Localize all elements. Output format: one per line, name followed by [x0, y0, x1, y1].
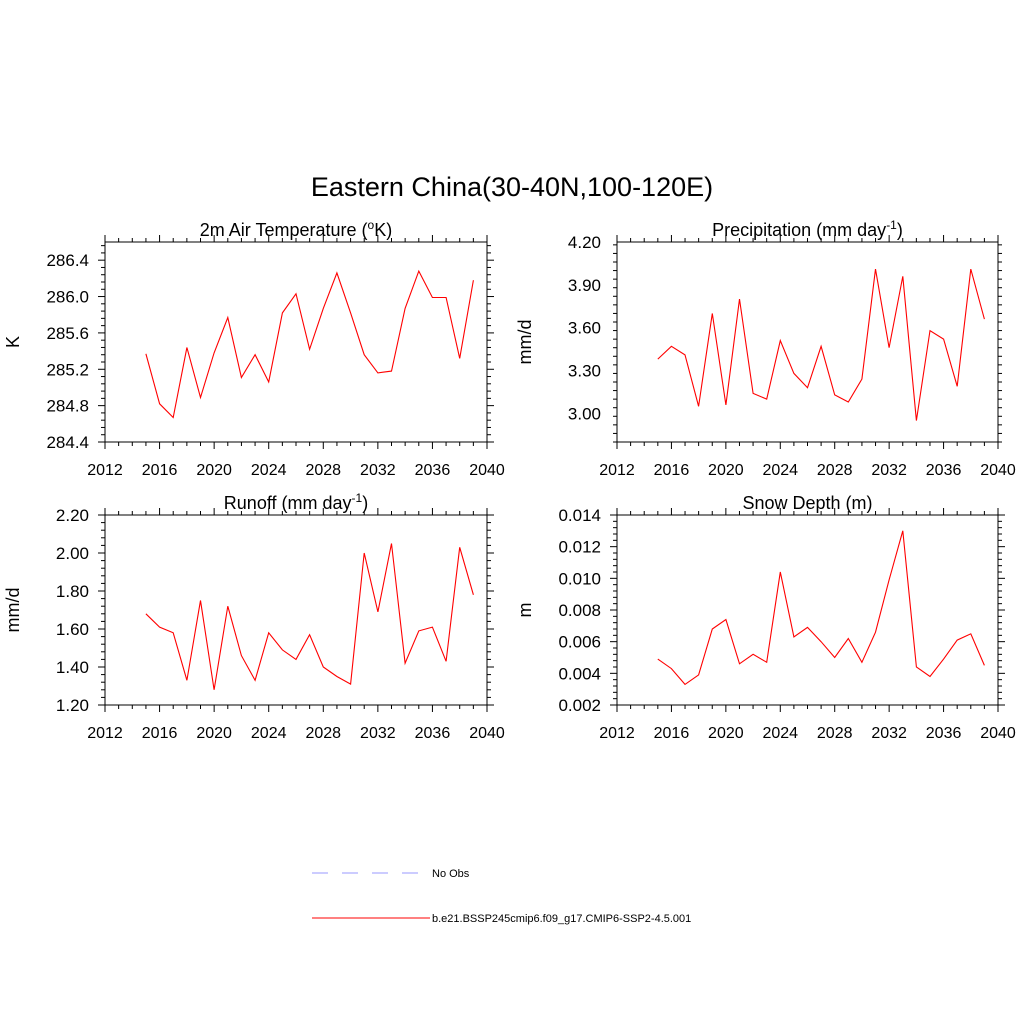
x-tick-label: 2028	[305, 725, 341, 742]
panel-title: Runoff (mm day-1)	[224, 491, 368, 513]
x-tick-label: 2032	[360, 462, 396, 479]
x-tick-label: 2040	[469, 725, 505, 742]
panel-1: 2m Air Temperature (oK) K 2012 2016 2020 2024…	[3, 218, 505, 479]
y-axis-label: m	[515, 603, 535, 618]
y-tick-label: 0.014	[558, 506, 601, 525]
x-tick-label: 2028	[817, 725, 853, 742]
y-tick-label: 1.40	[56, 658, 89, 677]
x-tick-label: 2020	[196, 462, 232, 479]
legend-label-model: b.e21.BSSP245cmip6.f09_g17.CMIP6-SSP2-4.…	[432, 913, 691, 925]
y-axis-label: mm/d	[515, 320, 535, 365]
panel-title-sup: -1	[352, 491, 363, 505]
y-tick-label: 4.20	[568, 233, 601, 252]
x-tick-label: 2040	[980, 462, 1016, 479]
ticks	[613, 235, 1002, 449]
y-tick-label: 3.30	[568, 362, 601, 381]
x-tick-label: 2020	[196, 725, 232, 742]
y-tick-label: 0.010	[558, 569, 601, 588]
panel-title-text: Runoff (mm day	[224, 493, 352, 513]
x-tick-label: 2024	[251, 462, 287, 479]
x-tick-label: 2020	[708, 725, 744, 742]
chart-panels: 2m Air Temperature (oK) K 2012 2016 2020 2024…	[3, 218, 1016, 742]
x-tick-label: 2012	[599, 462, 635, 479]
y-tick-label: 285.6	[46, 324, 89, 343]
x-tick-label: 2032	[871, 725, 907, 742]
x-tick-label: 2016	[654, 462, 690, 479]
x-tick-label: 2036	[415, 462, 451, 479]
legend-entry-no-obs: No Obs	[312, 868, 470, 880]
y-tick-label: 3.90	[568, 276, 601, 295]
x-tick-label: 2040	[980, 725, 1016, 742]
panel-title-after: )	[362, 493, 368, 513]
legend-label-no-obs: No Obs	[432, 868, 470, 880]
y-tick-label: 1.20	[56, 696, 89, 715]
x-tick-label: 2024	[762, 725, 798, 742]
x-tick-label: 2012	[599, 725, 635, 742]
y-tick-label: 2.20	[56, 506, 89, 525]
ticks	[610, 508, 1005, 712]
series-line-1	[145, 269, 474, 419]
plot-frame	[104, 514, 488, 706]
y-tick-label: 0.012	[558, 538, 601, 557]
series-line-1	[145, 543, 474, 690]
x-tick-label: 2016	[142, 462, 178, 479]
y-tick-label: 1.60	[56, 620, 89, 639]
x-tick-label: 2024	[251, 725, 287, 742]
y-tick-label: 0.006	[558, 633, 601, 652]
panel-2: Precipitation (mm day-1) mm/d 2012 2016 2020…	[515, 218, 1016, 479]
x-tick-label: 2016	[654, 725, 690, 742]
y-tick-label: 284.4	[46, 433, 89, 452]
y-tick-label: 0.008	[558, 601, 601, 620]
x-tick-label: 2036	[415, 725, 451, 742]
panel-title: Snow Depth (m)	[742, 493, 872, 513]
y-tick-label: 1.80	[56, 582, 89, 601]
x-tick-label: 2020	[708, 462, 744, 479]
x-tick-label: 2028	[817, 462, 853, 479]
legend: No Obs b.e21.BSSP245cmip6.f09_g17.CMIP6-…	[312, 868, 691, 925]
y-axis-label: mm/d	[3, 588, 23, 633]
panel-3: Runoff (mm day-1) mm/d 2012 2016 2020 2024 202…	[3, 491, 505, 742]
figure-title: Eastern China(30-40N,100-120E)	[311, 172, 713, 202]
y-axis-label: K	[3, 336, 23, 348]
x-tick-label: 2012	[87, 462, 123, 479]
y-tick-label: 286.0	[46, 288, 89, 307]
y-tick-label: 0.002	[558, 696, 601, 715]
ticks	[98, 508, 494, 712]
panel-title-text: Snow Depth (m)	[742, 493, 872, 513]
panel-title-sup: -1	[886, 218, 897, 232]
x-tick-label: 2036	[926, 725, 962, 742]
series-line-1	[657, 530, 985, 686]
y-tick-label: 3.00	[568, 404, 601, 423]
y-tick-label: 285.2	[46, 360, 89, 379]
x-tick-label: 2032	[871, 462, 907, 479]
series-line-1	[657, 268, 985, 421]
panel-title: 2m Air Temperature (oK)	[200, 218, 392, 240]
ticks	[98, 235, 494, 449]
x-tick-label: 2012	[87, 725, 123, 742]
y-tick-label: 0.004	[558, 664, 601, 683]
y-tick-label: 284.8	[46, 397, 89, 416]
legend-entry-model: b.e21.BSSP245cmip6.f09_g17.CMIP6-SSP2-4.…	[312, 913, 691, 925]
plot-frame	[616, 241, 999, 443]
x-tick-label: 2016	[142, 725, 178, 742]
x-tick-label: 2024	[762, 462, 798, 479]
panel-4: Snow Depth (m) m 2012 2016 2020 2024 2028 2032 2…	[515, 493, 1016, 742]
plot-frame	[616, 514, 999, 706]
panel-title-sup: o	[368, 218, 375, 232]
panel-title-text: 2m Air Temperature (	[200, 220, 368, 240]
panel-title-after: K)	[374, 220, 392, 240]
y-tick-label: 286.4	[46, 251, 89, 270]
y-tick-label: 2.00	[56, 544, 89, 563]
panel-title-text: Precipitation (mm day	[712, 220, 886, 240]
x-tick-label: 2032	[360, 725, 396, 742]
x-tick-label: 2028	[305, 462, 341, 479]
y-tick-label: 3.60	[568, 319, 601, 338]
panel-title: Precipitation (mm day-1)	[712, 218, 903, 240]
x-tick-label: 2040	[469, 462, 505, 479]
panel-title-after: )	[897, 220, 903, 240]
x-tick-label: 2036	[926, 462, 962, 479]
plot-frame	[104, 241, 488, 443]
